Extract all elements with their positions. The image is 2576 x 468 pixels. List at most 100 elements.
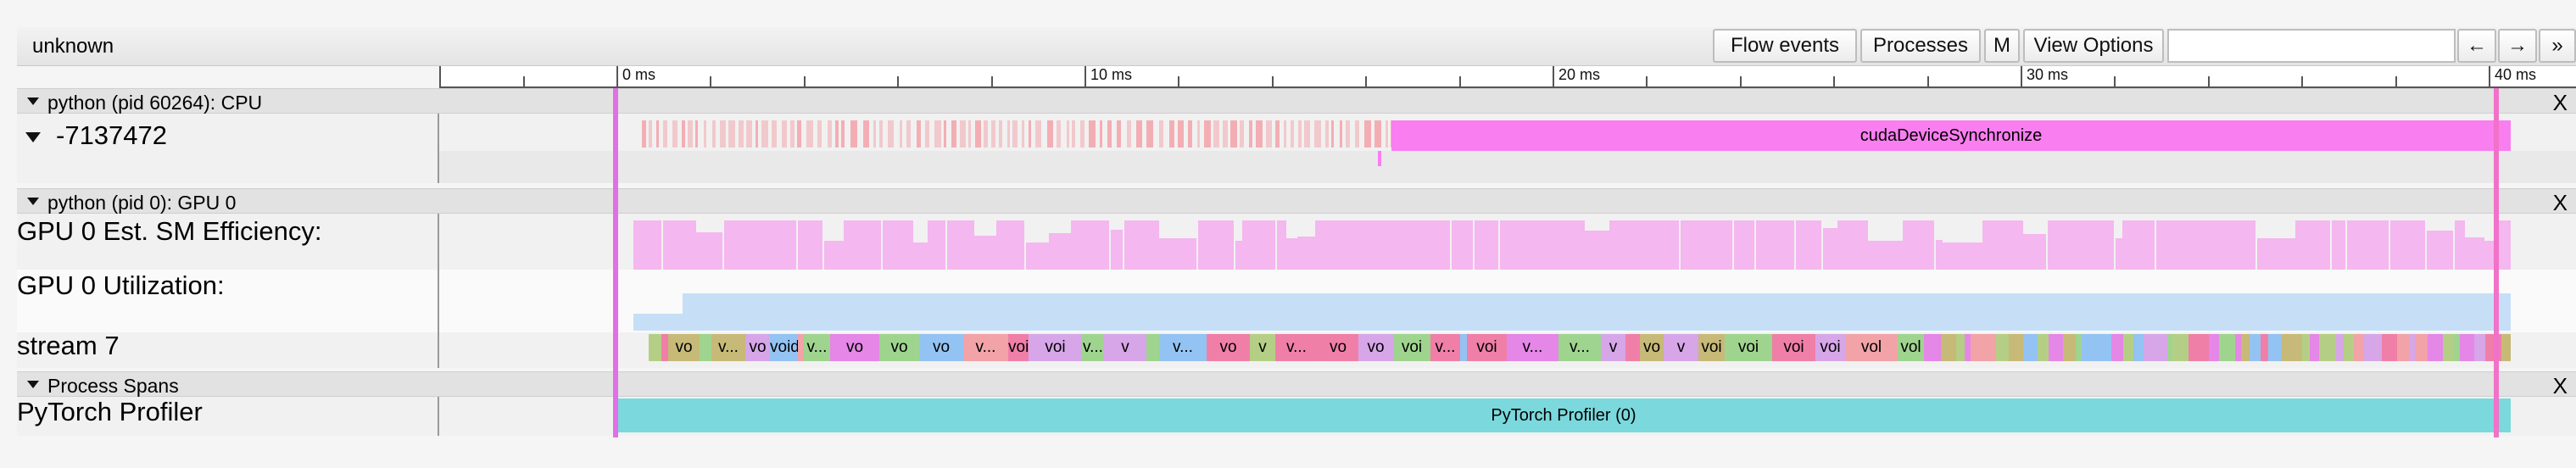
kernel-slice[interactable] <box>2235 334 2241 361</box>
cpu-slice[interactable] <box>688 120 693 148</box>
kernel-slice[interactable]: v <box>1601 334 1625 361</box>
kernel-slice[interactable] <box>2410 334 2415 361</box>
cpu-slice[interactable] <box>879 120 883 148</box>
cpu-slice[interactable] <box>1240 120 1244 148</box>
cpu-slice[interactable] <box>1230 120 1237 148</box>
track-label[interactable]: -7137472 <box>17 114 439 183</box>
kernel-slice[interactable]: voi <box>1698 334 1725 361</box>
kernel-slice[interactable] <box>1924 334 1929 361</box>
cpu-slice[interactable] <box>1346 120 1350 148</box>
kernel-slice[interactable]: v... <box>1275 334 1318 361</box>
time-ruler[interactable]: 0 ms 10 ms 20 ms 30 ms 40 ms <box>439 66 2576 88</box>
kernel-slice[interactable] <box>2282 334 2289 361</box>
cpu-slice[interactable] <box>1007 120 1010 148</box>
kernel-slice[interactable]: vo <box>830 334 879 361</box>
cpu-slice[interactable] <box>1364 120 1371 148</box>
kernel-slice[interactable] <box>2428 334 2443 361</box>
processes-button[interactable]: Processes <box>1860 29 1981 63</box>
cpu-slice[interactable] <box>1178 120 1184 148</box>
cpu-slice[interactable] <box>951 120 956 148</box>
cpu-slice[interactable] <box>917 120 921 148</box>
cpu-slice[interactable] <box>975 120 981 148</box>
cuda-device-synchronize-slice[interactable]: cudaDeviceSynchronize <box>1391 120 2511 151</box>
kernel-slice[interactable]: v... <box>1159 334 1207 361</box>
cpu-slice[interactable] <box>1022 120 1024 148</box>
kernel-slice[interactable] <box>1625 334 1640 361</box>
kernel-slice[interactable] <box>2023 334 2038 361</box>
cpu-slice[interactable] <box>663 120 667 148</box>
kernel-slice[interactable]: voi <box>1815 334 1845 361</box>
cpu-slice[interactable] <box>960 120 966 148</box>
kernel-slice[interactable] <box>2501 334 2511 361</box>
cpu-slice[interactable] <box>906 120 911 148</box>
cpu-slice[interactable] <box>695 120 698 148</box>
cpu-slice[interactable] <box>649 120 652 148</box>
cpu-slice[interactable] <box>841 120 845 148</box>
collapse-triangle-icon[interactable] <box>27 98 39 105</box>
kernel-slice[interactable] <box>2194 334 2209 361</box>
track-label[interactable]: stream 7 <box>17 331 439 368</box>
kernel-slice[interactable]: vol <box>1845 334 1898 361</box>
next-match-button[interactable]: → <box>2498 29 2537 63</box>
cpu-slice[interactable] <box>1331 120 1334 148</box>
kernel-slice[interactable] <box>2172 334 2188 361</box>
kernel-slice[interactable]: vo <box>1318 334 1358 361</box>
kernel-slice[interactable]: void a... <box>770 334 798 361</box>
kernel-slice[interactable]: voi <box>1029 334 1082 361</box>
kernel-slice[interactable] <box>1941 334 1956 361</box>
cpu-slice[interactable] <box>1136 120 1142 148</box>
cpu-slice[interactable] <box>1047 120 1053 148</box>
close-process-button[interactable]: X <box>2552 190 2568 215</box>
kernel-slice[interactable]: v... <box>1430 334 1460 361</box>
cpu-slice[interactable] <box>1204 120 1211 148</box>
cpu-slice[interactable] <box>1080 120 1084 148</box>
kernel-slice[interactable]: voi <box>1725 334 1772 361</box>
cpu-slice[interactable] <box>1089 120 1096 148</box>
track-label[interactable]: PyTorch Profiler <box>17 397 439 436</box>
kernel-slice[interactable] <box>1146 334 1153 361</box>
kernel-slice[interactable] <box>2397 334 2410 361</box>
kernel-slice[interactable] <box>2467 334 2474 361</box>
kernel-slice[interactable] <box>1460 334 1467 361</box>
sm-efficiency-counter[interactable] <box>633 214 2511 270</box>
close-process-button[interactable]: X <box>2552 90 2568 115</box>
kernel-slice[interactable]: v <box>1664 334 1698 361</box>
track-label[interactable]: GPU 0 Est. SM Efficiency: <box>17 214 439 270</box>
utilization-counter[interactable] <box>633 293 2511 331</box>
cpu-slice[interactable] <box>863 120 869 148</box>
kernel-slice[interactable]: v <box>1104 334 1146 361</box>
cpu-slice[interactable] <box>772 120 777 148</box>
cpu-slice[interactable] <box>712 120 716 148</box>
kernel-slice[interactable] <box>2336 334 2344 361</box>
cpu-slice[interactable] <box>1291 120 1294 148</box>
cpu-slice[interactable] <box>1355 120 1359 148</box>
kernel-slice[interactable]: voi <box>1393 334 1430 361</box>
kernel-slice[interactable] <box>2082 334 2097 361</box>
cpu-slice[interactable] <box>761 120 768 148</box>
kernel-slice[interactable] <box>2310 334 2319 361</box>
cpu-slice[interactable] <box>1107 120 1112 148</box>
kernel-slice[interactable] <box>2331 334 2336 361</box>
cpu-slice[interactable] <box>1029 120 1031 148</box>
kernel-slice[interactable] <box>2364 334 2372 361</box>
kernel-slice[interactable] <box>2354 334 2364 361</box>
kernel-slice[interactable] <box>2167 334 2172 361</box>
kernel-slice[interactable] <box>2382 334 2397 361</box>
cpu-slice[interactable] <box>1213 120 1219 148</box>
search-input[interactable] <box>2167 29 2456 63</box>
kernel-slice[interactable] <box>2123 334 2133 361</box>
close-process-button[interactable]: X <box>2552 373 2568 398</box>
cpu-slice[interactable] <box>1256 120 1263 148</box>
kernel-slice[interactable] <box>2097 334 2111 361</box>
kernel-slice[interactable] <box>798 334 804 361</box>
cpu-slice[interactable] <box>672 120 677 148</box>
cpu-slice[interactable] <box>728 120 735 148</box>
cpu-slice[interactable] <box>782 120 787 148</box>
cpu-slice[interactable] <box>1266 120 1272 148</box>
kernel-slice[interactable]: vol <box>1898 334 1924 361</box>
cpu-slice[interactable] <box>1072 120 1075 148</box>
cpu-slice[interactable] <box>1035 120 1041 148</box>
kernel-slice[interactable] <box>2154 334 2167 361</box>
kernel-slice[interactable] <box>2111 334 2123 361</box>
cpu-slice[interactable] <box>1197 120 1200 148</box>
